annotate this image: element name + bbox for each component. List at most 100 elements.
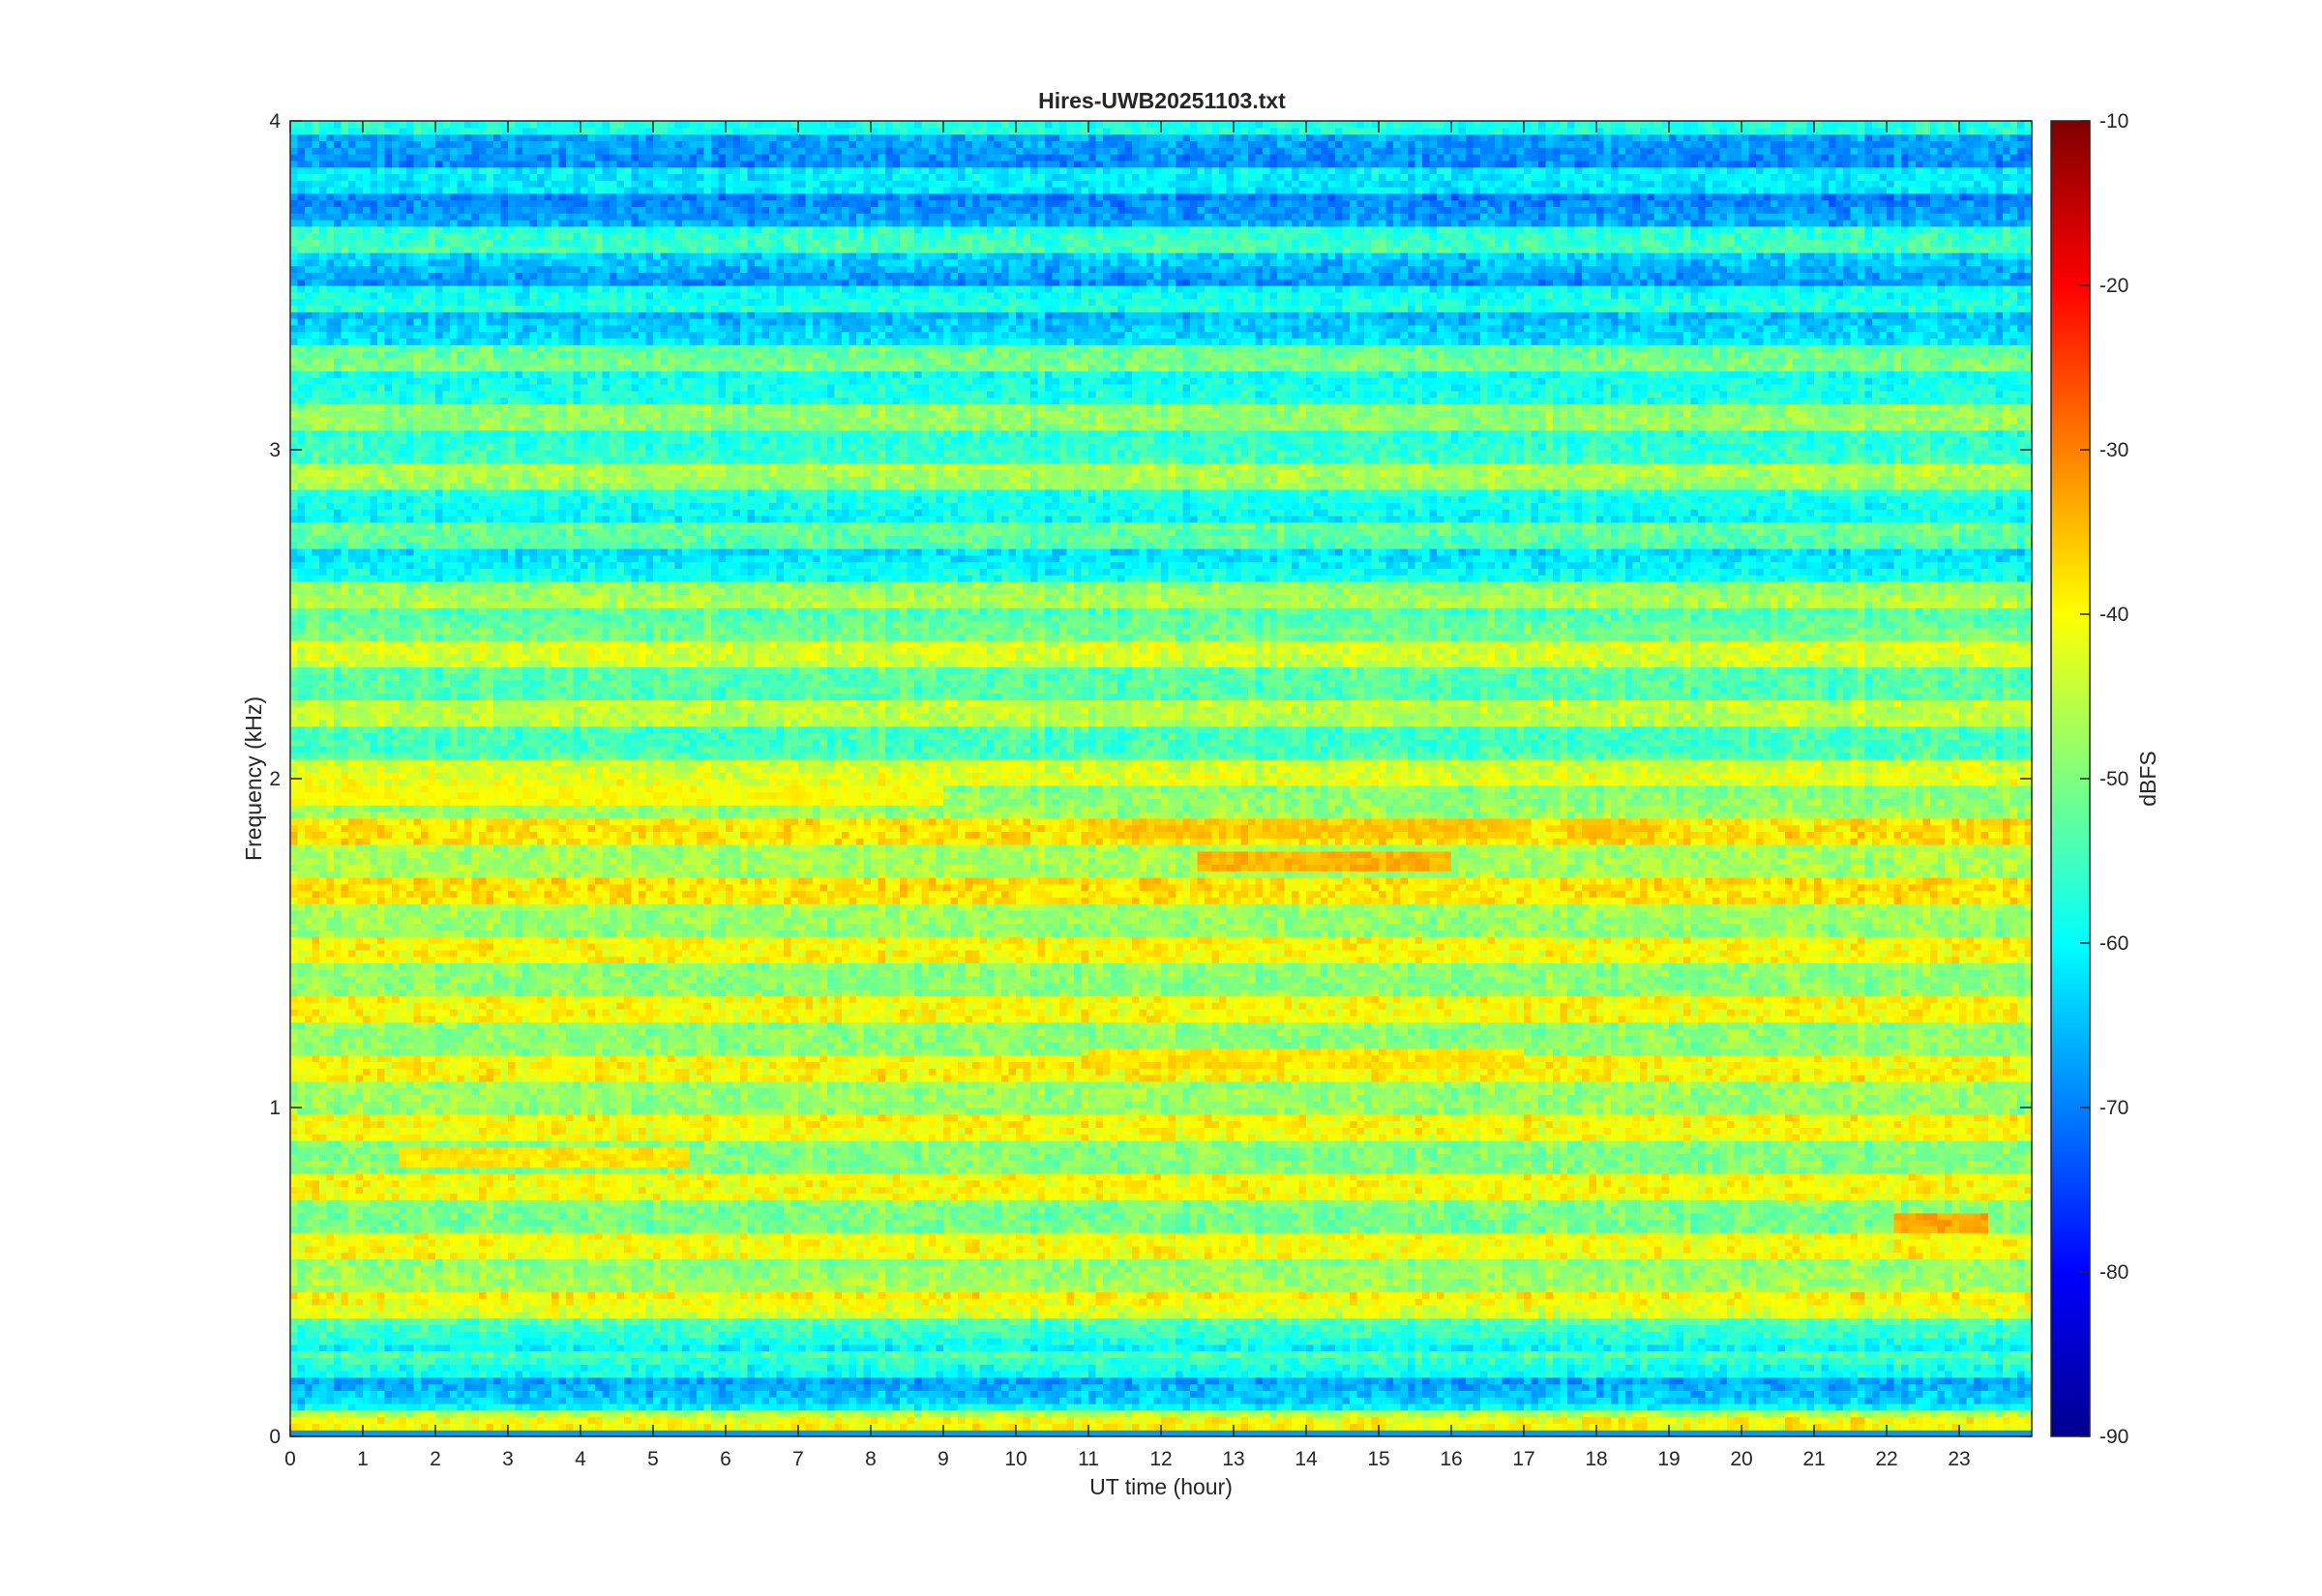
heatmap-cell: [588, 1384, 596, 1391]
heatmap-cell: [377, 1357, 385, 1364]
heatmap-cell: [798, 1410, 806, 1417]
heatmap-cell: [1785, 1397, 1793, 1404]
heatmap-cell: [1706, 1390, 1713, 1397]
heatmap-cell: [784, 1371, 791, 1377]
heatmap-cell: [1720, 1377, 1728, 1384]
heatmap-cell: [348, 1397, 356, 1404]
heatmap-cell: [1706, 1384, 1713, 1391]
heatmap-cell: [1996, 1397, 2004, 1404]
heatmap-cell: [1437, 1357, 1444, 1364]
heatmap-cell: [1988, 1423, 1996, 1430]
heatmap-cell: [1851, 1371, 1859, 1377]
heatmap-cell: [1459, 1371, 1467, 1377]
heatmap-cell: [588, 1324, 596, 1331]
heatmap-cell: [987, 1345, 995, 1351]
heatmap-cell: [1299, 1345, 1307, 1351]
heatmap-cell: [639, 1417, 646, 1424]
heatmap-cell: [1793, 1338, 1801, 1345]
heatmap-cell: [1807, 1404, 1815, 1410]
heatmap-cell: [1778, 1338, 1786, 1345]
heatmap-cell: [1088, 1384, 1096, 1391]
heatmap-cell: [1292, 1377, 1299, 1384]
heatmap-cell: [313, 1377, 320, 1384]
heatmap-cell: [1480, 1351, 1488, 1358]
heatmap-cell: [566, 1371, 574, 1377]
heatmap-cell: [479, 1384, 487, 1391]
heatmap-cell: [1561, 1397, 1568, 1404]
heatmap-cell: [943, 1338, 951, 1345]
heatmap-cell: [1575, 1390, 1583, 1397]
heatmap-cell: [987, 1364, 995, 1371]
heatmap-cell: [435, 1345, 443, 1351]
heatmap-cell: [385, 1397, 393, 1404]
heatmap-cell: [1183, 1417, 1191, 1424]
heatmap-cell: [1930, 1371, 1938, 1377]
heatmap-cell: [1125, 1384, 1133, 1391]
heatmap-cell: [1386, 1364, 1394, 1371]
heatmap-cell: [2017, 1390, 2025, 1397]
heatmap-cell: [305, 1318, 313, 1325]
heatmap-cell: [537, 1390, 545, 1397]
heatmap-cell: [639, 1404, 646, 1410]
heatmap-cell: [1967, 1404, 1975, 1410]
heatmap-cell: [1364, 1404, 1372, 1410]
heatmap-cell: [1001, 1377, 1009, 1384]
heatmap-cell: [1778, 1331, 1786, 1338]
heatmap-cell: [1393, 1331, 1401, 1338]
heatmap-cell: [1749, 1364, 1757, 1371]
heatmap-cell: [1488, 1404, 1496, 1410]
heatmap-cell: [842, 1371, 849, 1377]
heatmap-cell: [1669, 1351, 1677, 1358]
heatmap-cell: [1654, 1410, 1662, 1417]
heatmap-cell: [1567, 1351, 1575, 1358]
heatmap-cell: [1625, 1377, 1633, 1384]
heatmap-cell: [1422, 1410, 1430, 1417]
heatmap-cell: [1916, 1351, 1923, 1358]
heatmap-cell: [784, 1390, 791, 1397]
heatmap-cell: [1698, 1410, 1706, 1417]
heatmap-cell: [668, 1410, 675, 1417]
heatmap-cell: [1328, 1410, 1336, 1417]
heatmap-cell: [1321, 1390, 1328, 1397]
heatmap-cell: [1343, 1390, 1351, 1397]
heatmap-cell: [595, 1351, 603, 1358]
heatmap-cell: [1016, 1371, 1024, 1377]
heatmap-cell: [1088, 1404, 1096, 1410]
heatmap-cell: [501, 1410, 509, 1417]
heatmap-cell: [313, 1357, 320, 1364]
heatmap-cell: [1851, 1338, 1859, 1345]
heatmap-cell: [1372, 1404, 1380, 1410]
heatmap-cell: [1698, 1331, 1706, 1338]
heatmap-cell: [1074, 1390, 1082, 1397]
heatmap-cell: [530, 1410, 538, 1417]
heatmap-cell: [450, 1417, 458, 1424]
heatmap-cell: [1843, 1324, 1851, 1331]
heatmap-cell: [1074, 1384, 1082, 1391]
heatmap-cell: [2003, 1397, 2010, 1404]
heatmap-cell: [632, 1371, 640, 1377]
heatmap-cell: [1241, 1324, 1249, 1331]
heatmap-cell: [740, 1364, 748, 1371]
heatmap-cell: [1169, 1324, 1176, 1331]
heatmap-cell: [603, 1390, 610, 1397]
heatmap-cell: [493, 1357, 501, 1364]
heatmap-cell: [595, 1371, 603, 1377]
heatmap-cell: [1125, 1357, 1133, 1364]
heatmap-cell: [1183, 1364, 1191, 1371]
heatmap-cell: [1212, 1390, 1220, 1397]
heatmap-cell: [1894, 1338, 1902, 1345]
heatmap-cell: [1227, 1351, 1235, 1358]
heatmap-cell: [1343, 1404, 1351, 1410]
heatmap-cell: [1328, 1338, 1336, 1345]
heatmap-cell: [2003, 1351, 2010, 1358]
heatmap-cell: [1495, 1410, 1503, 1417]
heatmap-cell: [675, 1384, 683, 1391]
heatmap-cell: [1277, 1338, 1285, 1345]
heatmap-cell: [298, 1331, 306, 1338]
heatmap-cell: [1248, 1390, 1256, 1397]
heatmap-cell: [675, 1397, 683, 1404]
heatmap-cell: [1727, 1371, 1735, 1377]
heatmap-cell: [1016, 1357, 1024, 1364]
heatmap-cell: [537, 1364, 545, 1371]
heatmap-cell: [966, 1410, 973, 1417]
